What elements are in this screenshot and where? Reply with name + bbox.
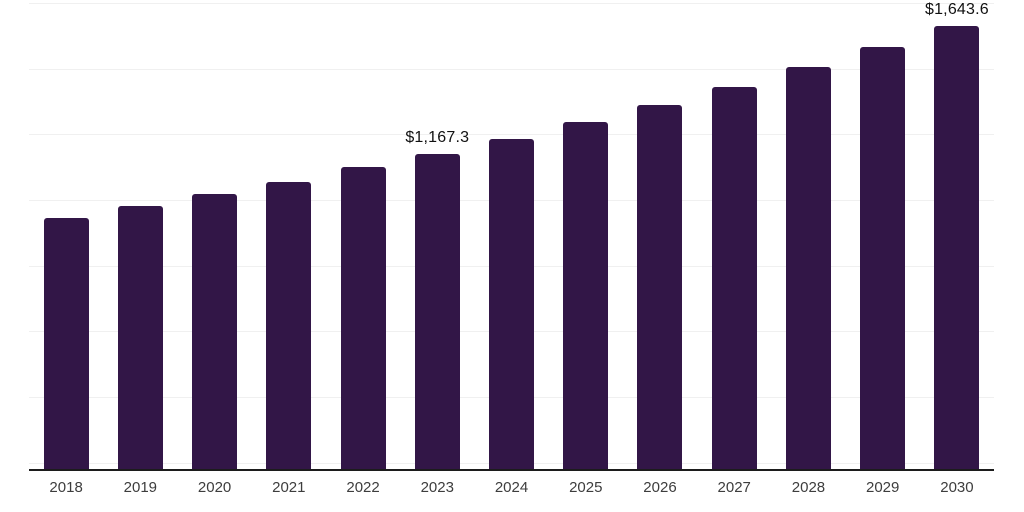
- bar-group: $1,167.3: [400, 0, 474, 469]
- bar-value-label: $1,167.3: [405, 129, 470, 146]
- bar-2023: [414, 154, 460, 469]
- bar-2025: [563, 122, 609, 469]
- bar-group: [771, 0, 845, 469]
- bar-group: [549, 0, 623, 469]
- gridline: [29, 3, 994, 4]
- bar-group: [474, 0, 548, 469]
- x-tick-label: 2019: [123, 479, 158, 496]
- gridline: [29, 134, 994, 136]
- x-tick-label: 2022: [346, 479, 380, 496]
- x-tick-label: 2021: [272, 479, 306, 496]
- x-tick-label: 2023: [420, 479, 454, 496]
- x-tick-label: 2026: [643, 479, 677, 496]
- bar-2022: [340, 167, 386, 469]
- bar-2020: [192, 194, 238, 469]
- bar-group: [29, 0, 103, 469]
- x-tick-label: 2028: [791, 479, 826, 496]
- bar-2030: [934, 26, 980, 469]
- bar-2018: [43, 218, 89, 469]
- bar-2028: [785, 67, 831, 469]
- bar-group: [326, 0, 400, 469]
- bar-2024: [489, 139, 535, 469]
- x-tick-label: 2027: [717, 479, 751, 496]
- bar-2029: [860, 47, 906, 469]
- x-tick-label: 2025: [569, 479, 603, 496]
- bar-group: [177, 0, 251, 469]
- x-axis-line: [29, 469, 994, 471]
- bar-group: [623, 0, 697, 469]
- bar-group: [697, 0, 771, 469]
- bar-2026: [637, 105, 683, 469]
- x-tick-label: 2020: [197, 479, 232, 496]
- x-tick-label: 2024: [494, 479, 529, 496]
- bar-group: [103, 0, 177, 469]
- x-tick-label: 2029: [866, 479, 900, 496]
- plot-area: $1,167.3 $1,643.6: [29, 0, 994, 471]
- bar-2021: [266, 182, 312, 469]
- bar-group: [252, 0, 326, 469]
- bar-group: $1,643.6: [920, 0, 994, 469]
- gridline: [29, 68, 994, 70]
- x-tick-label: 2030: [940, 479, 974, 496]
- bars: $1,167.3 $1,643.6: [29, 0, 994, 469]
- bar-2019: [117, 206, 163, 469]
- bar-group: [846, 0, 920, 469]
- x-axis-labels: 2018 2019 2020 2021 2022 2023 2024 2025 2026 2027…: [29, 479, 994, 496]
- bar-2027: [711, 87, 757, 469]
- x-tick-label: 2018: [49, 479, 83, 496]
- bar-value-label: $1,643.6: [924, 1, 989, 18]
